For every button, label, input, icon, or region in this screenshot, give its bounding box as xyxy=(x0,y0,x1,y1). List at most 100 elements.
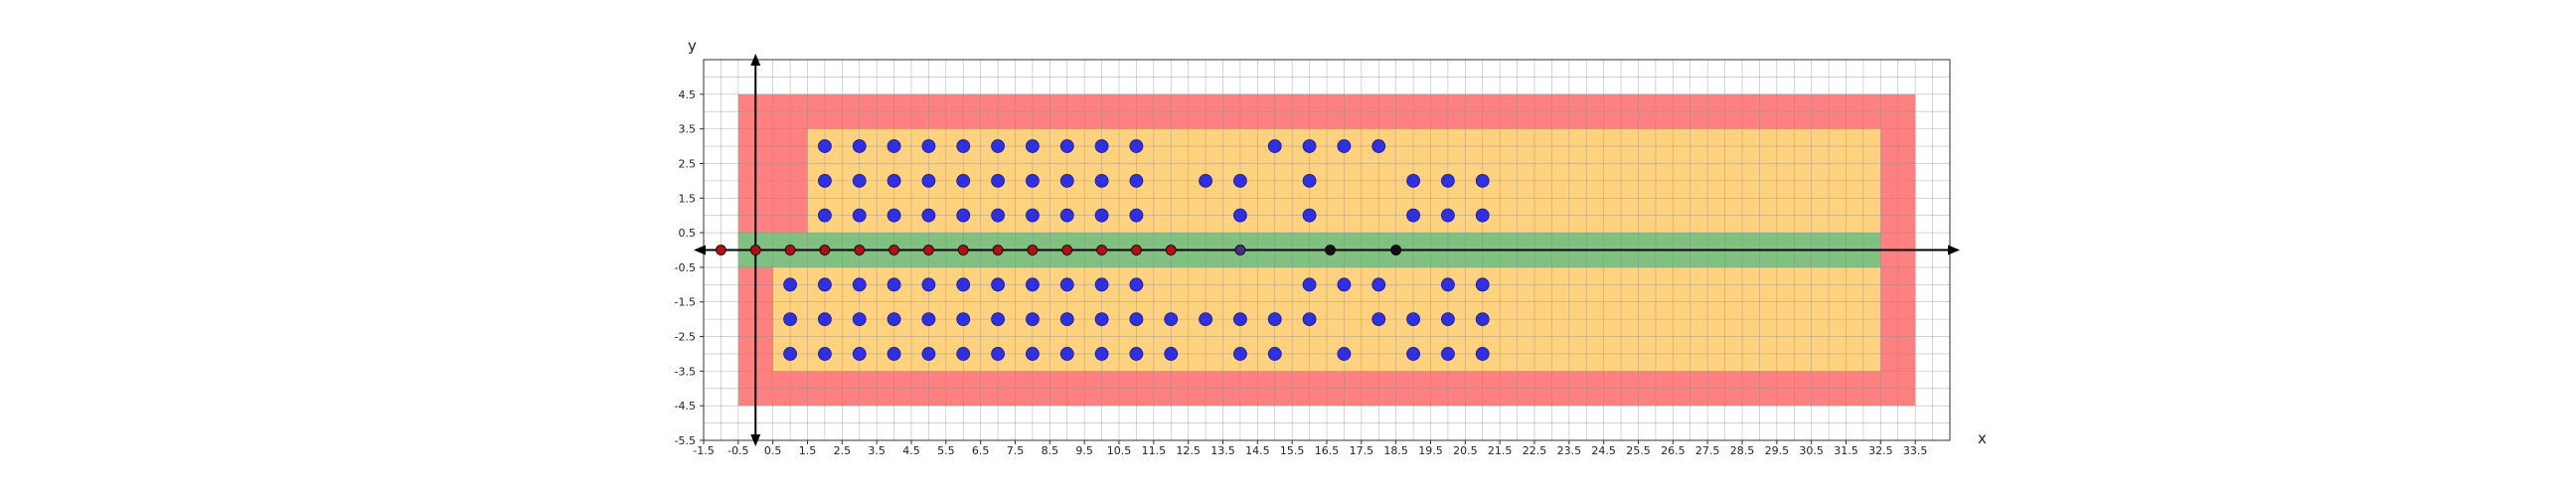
data-point xyxy=(921,277,936,292)
x-tick-label: 1.5 xyxy=(799,444,817,457)
data-point xyxy=(1059,347,1074,361)
data-point xyxy=(886,208,901,223)
data-point xyxy=(1094,312,1109,327)
y-tick-label: 0.5 xyxy=(679,227,697,240)
data-point xyxy=(1302,312,1317,327)
y-tick-label: -3.5 xyxy=(675,365,696,378)
data-point xyxy=(921,208,936,223)
data-point xyxy=(783,347,797,361)
x-tick-labels: -1.5 -0.5 0.5 1.5 2.5 3.5 4.5 5.5 6.5 7.5 8.5 9.5 10… xyxy=(693,440,1927,457)
data-point xyxy=(1441,277,1455,292)
data-point xyxy=(852,173,867,188)
x-tick-label: 8.5 xyxy=(1042,444,1059,457)
data-point xyxy=(1059,139,1074,153)
data-point xyxy=(1199,173,1212,188)
x-tick-label: 10.5 xyxy=(1107,444,1132,457)
x-tick-label: 28.5 xyxy=(1730,444,1755,457)
data-point xyxy=(991,139,1005,153)
data-point xyxy=(1475,208,1490,223)
data-point xyxy=(1061,245,1073,255)
data-point xyxy=(819,245,831,255)
x-tick-label: 29.5 xyxy=(1765,444,1790,457)
x-tick-label: 13.5 xyxy=(1210,444,1235,457)
data-point xyxy=(1302,173,1317,188)
x-tick-label: 5.5 xyxy=(937,444,955,457)
data-point xyxy=(1096,245,1107,255)
x-tick-label: 14.5 xyxy=(1245,444,1270,457)
x-tick-label: 32.5 xyxy=(1868,444,1893,457)
data-point xyxy=(1059,173,1074,188)
data-point xyxy=(818,312,832,327)
data-point xyxy=(1406,312,1420,327)
data-point xyxy=(1302,208,1317,223)
y-tick-labels: 4.5 3.5 2.5 1.5 0.5 -0.5 -1.5 -2.5 -3.5 -4.5 -5.5 xyxy=(675,88,704,447)
data-point xyxy=(852,139,867,153)
y-tick-label: -0.5 xyxy=(675,261,696,274)
data-point xyxy=(1406,208,1420,223)
data-point xyxy=(1129,347,1144,361)
x-tick-label: 11.5 xyxy=(1142,444,1167,457)
y-axis-arrow xyxy=(750,54,761,66)
data-point xyxy=(1233,208,1247,223)
data-point xyxy=(1026,312,1040,327)
data-point xyxy=(1165,245,1177,255)
x-tick-label: 33.5 xyxy=(1903,444,1928,457)
data-point xyxy=(886,139,901,153)
data-point xyxy=(956,312,971,327)
data-point xyxy=(1441,208,1455,223)
y-axis-arrow-down xyxy=(750,434,761,446)
data-point xyxy=(1094,173,1109,188)
data-point xyxy=(1026,347,1040,361)
y-tick-label: -4.5 xyxy=(675,400,696,413)
x-axis-label: x xyxy=(1978,429,1987,447)
data-point xyxy=(1406,347,1420,361)
data-point xyxy=(956,139,971,153)
data-point xyxy=(1026,277,1040,292)
data-point xyxy=(991,173,1005,188)
data-point xyxy=(1094,139,1109,153)
y-tick-label: 4.5 xyxy=(679,88,697,101)
data-point xyxy=(1094,277,1109,292)
x-tick-label: 22.5 xyxy=(1523,444,1547,457)
data-point xyxy=(1027,245,1039,255)
x-tick-label: -0.5 xyxy=(727,444,748,457)
data-point xyxy=(1267,312,1282,327)
data-point xyxy=(1129,139,1144,153)
data-point xyxy=(956,347,971,361)
data-point xyxy=(956,208,971,223)
x-tick-label: 25.5 xyxy=(1626,444,1651,457)
data-point xyxy=(991,208,1005,223)
data-point xyxy=(1026,139,1040,153)
x-tick-label: 24.5 xyxy=(1591,444,1616,457)
data-point xyxy=(1094,347,1109,361)
data-point xyxy=(991,277,1005,292)
data-point xyxy=(1475,173,1490,188)
data-point xyxy=(1094,208,1109,223)
x-tick-label: 21.5 xyxy=(1488,444,1513,457)
data-point xyxy=(1059,312,1074,327)
data-point xyxy=(852,312,867,327)
data-point xyxy=(1164,347,1179,361)
x-axis-arrow-left xyxy=(694,245,706,255)
data-point xyxy=(1131,245,1142,255)
y-tick-label: 3.5 xyxy=(679,123,697,136)
data-point xyxy=(818,173,832,188)
data-point xyxy=(921,312,936,327)
data-point xyxy=(1371,139,1386,153)
data-point xyxy=(1475,347,1490,361)
data-point xyxy=(1129,277,1144,292)
x-tick-label: 31.5 xyxy=(1834,444,1858,457)
x-tick-label: 18.5 xyxy=(1383,444,1408,457)
data-point xyxy=(886,347,901,361)
data-point xyxy=(1441,347,1455,361)
data-point xyxy=(957,245,969,255)
data-point xyxy=(1371,277,1386,292)
data-point xyxy=(1325,245,1336,255)
data-point xyxy=(1406,173,1420,188)
x-tick-label: 2.5 xyxy=(834,444,852,457)
data-point xyxy=(886,173,901,188)
y-tick-label: 2.5 xyxy=(679,157,697,170)
data-point xyxy=(1302,139,1317,153)
x-tick-label: 19.5 xyxy=(1418,444,1443,457)
